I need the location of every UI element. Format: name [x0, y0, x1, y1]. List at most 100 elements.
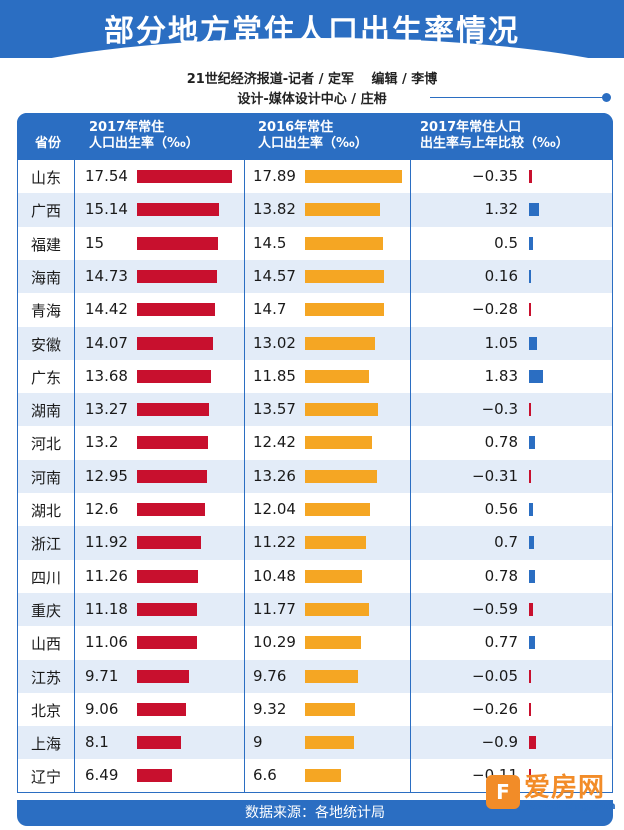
bar-2017 [137, 403, 209, 417]
bar-2016 [305, 602, 369, 616]
province-label: 河南 [31, 468, 62, 487]
bar-2017 [137, 769, 173, 783]
header-col-2017: 2017年常住 人口出生率（‰） [89, 120, 199, 152]
value-2017: 9.71 [85, 666, 119, 685]
bar-2016 [305, 203, 380, 217]
province-label: 浙江 [31, 535, 62, 554]
value-2016: 10.29 [253, 633, 296, 652]
province-label: 湖南 [31, 402, 62, 421]
value-2017: 15 [85, 233, 105, 252]
value-2016: 14.5 [253, 233, 287, 252]
bar-2016 [305, 669, 358, 683]
bar-change [529, 369, 543, 383]
table-row: 广西 15.14 13.82 1.32 [17, 193, 613, 227]
bar-2017 [137, 369, 211, 383]
bar-2016 [305, 236, 384, 250]
value-2016: 10.48 [253, 566, 296, 585]
bar-change [529, 269, 531, 283]
value-2017: 11.92 [85, 533, 128, 552]
province-label: 山西 [31, 635, 62, 654]
bar-change [529, 536, 535, 550]
value-2016: 9.76 [253, 666, 287, 685]
province-label: 上海 [31, 735, 62, 754]
province-label: 山东 [31, 169, 62, 187]
value-change: 1.83 [484, 366, 518, 385]
value-change: 1.32 [484, 200, 518, 219]
column-divider [244, 160, 245, 793]
table-row: 青海 14.42 14.7 −0.28 [17, 293, 613, 326]
page-title: 部分地方常住人口出生率情况 [104, 14, 520, 49]
value-change: 0.56 [484, 500, 518, 518]
value-2017: 13.68 [85, 366, 128, 385]
header-col-2016: 2016年常住 人口出生率（‰） [258, 120, 368, 152]
province-label: 河北 [31, 435, 62, 454]
value-2016: 13.26 [253, 466, 296, 485]
value-2017: 11.26 [85, 566, 128, 585]
bar-2016 [305, 702, 356, 716]
bar-change [529, 769, 531, 783]
bar-2016 [305, 636, 361, 650]
decorative-line [430, 97, 606, 98]
value-2017: 13.27 [85, 400, 128, 419]
data-source: 数据来源：各地统计局 [17, 800, 613, 826]
watermark-logo: F [486, 775, 520, 809]
value-2016: 11.22 [253, 533, 296, 552]
value-change: −0.3 [481, 400, 518, 419]
bar-2016 [305, 369, 369, 383]
header-col-change-line1: 2017年常住人口 [420, 120, 522, 135]
bar-2017 [137, 303, 215, 317]
header-col-2017-line1: 2017年常住 [89, 120, 165, 135]
province-label: 湖北 [31, 502, 62, 520]
table-header: 省份 2017年常住 人口出生率（‰） 2016年常住 人口出生率（‰） 201… [17, 113, 613, 160]
value-change: −0.35 [472, 167, 518, 185]
bar-2017 [137, 669, 190, 683]
value-change: 0.78 [484, 433, 518, 452]
watermark-name: 爱房网 [524, 773, 606, 803]
bar-2016 [305, 336, 376, 350]
value-change: −0.26 [472, 699, 518, 718]
value-2017: 12.95 [85, 466, 128, 485]
header-province: 省份 [35, 136, 62, 151]
value-2017: 15.14 [85, 200, 128, 219]
value-2017: 11.06 [85, 633, 128, 652]
bar-2016 [305, 269, 384, 283]
bar-2017 [137, 236, 218, 250]
header-col-change: 2017年常住人口 出生率与上年比较（‰） [420, 120, 569, 152]
bar-2016 [305, 469, 377, 483]
bar-change [529, 669, 531, 683]
bar-change [529, 236, 533, 250]
value-change: −0.9 [481, 733, 518, 752]
bar-2017 [137, 503, 206, 516]
column-divider [74, 160, 75, 793]
bar-2017 [137, 469, 207, 483]
bar-change [529, 469, 532, 483]
bar-2016 [305, 536, 366, 550]
bar-2016 [305, 303, 385, 317]
value-change: 0.77 [484, 633, 518, 652]
bar-change [529, 503, 534, 516]
bar-change [529, 569, 535, 583]
bar-change [529, 736, 536, 750]
table-row: 重庆 11.18 11.77 −0.59 [17, 592, 613, 627]
table-row: 山西 11.06 10.29 0.77 [17, 626, 613, 659]
bar-change [529, 436, 535, 450]
value-2017: 13.2 [85, 433, 119, 452]
bar-2016 [305, 769, 341, 783]
bar-2017 [137, 569, 198, 583]
header-col-2016-line1: 2016年常住 [258, 120, 334, 135]
watermark: F 爱房网 www.Lfang.com [486, 773, 618, 813]
bar-change [529, 170, 532, 183]
value-change: −0.31 [472, 466, 518, 485]
value-change: −0.05 [472, 666, 518, 685]
bar-2017 [137, 269, 217, 283]
value-2016: 9 [253, 733, 263, 752]
bar-change [529, 403, 532, 417]
bar-2017 [137, 436, 209, 450]
province-label: 广西 [31, 202, 62, 221]
value-2016: 13.82 [253, 200, 296, 219]
bar-2017 [137, 203, 219, 217]
value-change: −0.59 [472, 599, 518, 618]
table-row: 山东 17.54 17.89 −0.35 [17, 160, 613, 193]
value-2017: 14.42 [85, 300, 128, 319]
bar-2016 [305, 569, 362, 583]
